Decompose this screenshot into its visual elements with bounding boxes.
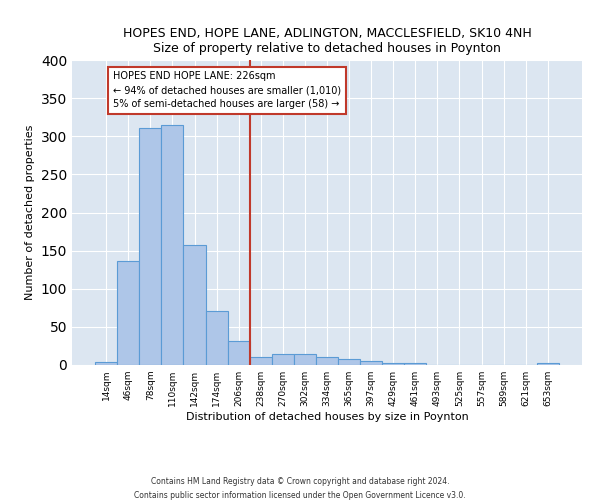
Bar bbox=[95, 362, 117, 365]
Bar bbox=[206, 311, 227, 365]
Bar bbox=[404, 362, 427, 365]
Bar bbox=[316, 358, 338, 365]
Text: Contains HM Land Registry data © Crown copyright and database right 2024.
Contai: Contains HM Land Registry data © Crown c… bbox=[134, 478, 466, 500]
Bar bbox=[139, 128, 161, 365]
Bar bbox=[250, 358, 272, 365]
Text: HOPES END HOPE LANE: 226sqm
← 94% of detached houses are smaller (1,010)
5% of s: HOPES END HOPE LANE: 226sqm ← 94% of det… bbox=[113, 72, 341, 110]
Bar bbox=[272, 354, 294, 365]
Bar bbox=[382, 362, 404, 365]
Bar bbox=[537, 362, 559, 365]
Y-axis label: Number of detached properties: Number of detached properties bbox=[25, 125, 35, 300]
Title: HOPES END, HOPE LANE, ADLINGTON, MACCLESFIELD, SK10 4NH
Size of property relativ: HOPES END, HOPE LANE, ADLINGTON, MACCLES… bbox=[122, 26, 532, 54]
Bar bbox=[184, 246, 206, 365]
X-axis label: Distribution of detached houses by size in Poynton: Distribution of detached houses by size … bbox=[185, 412, 469, 422]
Bar bbox=[338, 359, 360, 365]
Bar bbox=[117, 262, 139, 365]
Bar bbox=[227, 340, 250, 365]
Bar bbox=[360, 361, 382, 365]
Bar bbox=[161, 125, 184, 365]
Bar bbox=[294, 354, 316, 365]
